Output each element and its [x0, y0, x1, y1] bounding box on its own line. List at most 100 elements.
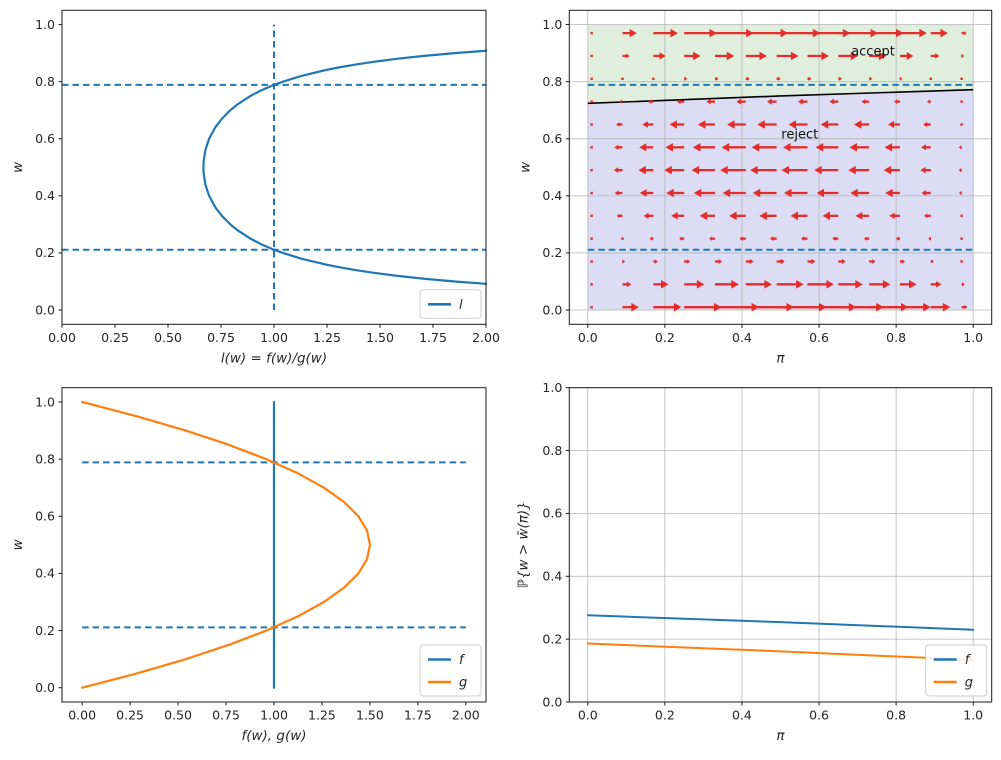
y-tick-label: 0.0	[35, 302, 55, 317]
series-line-g	[81, 400, 372, 689]
quiver-arrow-head	[666, 188, 674, 198]
quiver-arrow-head	[894, 99, 897, 104]
quiver-arrow-head	[696, 280, 705, 289]
y-tick-label: 1.0	[35, 17, 55, 32]
quiver-arrow-head	[673, 302, 682, 312]
legend-box	[925, 644, 988, 697]
quiver-arrow-head	[902, 259, 905, 264]
quiver-arrow-head	[664, 165, 672, 175]
quiver-dot	[929, 77, 933, 81]
quiver-arrow-head	[622, 259, 626, 264]
quiver-arrow-head	[687, 259, 691, 264]
y-tick-label: 0.6	[35, 509, 55, 524]
quiver-arrow-head	[855, 280, 863, 289]
quiver-dot	[590, 214, 593, 218]
quiver-dot	[590, 146, 593, 149]
y-axis-label: w	[10, 161, 26, 173]
x-tick-label: 1.0	[963, 708, 983, 723]
quiver-arrow-head	[964, 304, 968, 310]
y-tick-label: 0.8	[542, 74, 562, 89]
quiver-arrow-head	[655, 259, 658, 264]
quiver-arrow-head	[764, 280, 772, 289]
x-axis-label: π	[776, 350, 785, 366]
quiver-arrow-head	[885, 188, 893, 198]
quiver-dot	[590, 77, 593, 81]
quiver-arrow-head	[780, 258, 785, 265]
y-tick-label: 0.0	[35, 680, 55, 695]
x-axis-label: π	[776, 728, 785, 744]
quiver-arrow-head	[616, 122, 620, 127]
series-line-l	[202, 49, 488, 285]
quiver-arrow-head	[739, 236, 743, 242]
quiver-arrow-head	[928, 236, 932, 241]
quiver-dot	[590, 283, 593, 286]
quiver-dot	[621, 77, 624, 81]
quiver-arrow-head	[699, 211, 708, 221]
x-tick-label: 0.75	[207, 330, 235, 345]
quiver-arrow-head	[797, 98, 803, 105]
x-tick-label: 0.00	[48, 330, 76, 345]
quiver-arrow-head	[788, 120, 797, 129]
quiver-arrow-head	[872, 259, 876, 264]
quiver-dot	[960, 100, 963, 103]
quiver-arrow-head	[790, 211, 799, 221]
x-tick-label: 2.00	[472, 330, 500, 345]
quiver-arrow-head	[638, 165, 646, 175]
quiver-arrow-head	[896, 28, 904, 38]
quiver-arrow-head	[709, 236, 713, 241]
quiver-arrow-head	[850, 188, 858, 198]
y-tick-label: 1.0	[542, 17, 562, 32]
y-axis-label: w	[10, 538, 26, 550]
x-axis-label: l(w) = f(w)/g(w)	[221, 350, 327, 366]
y-axis-label: ℙ{w > w̄(π)}	[515, 501, 531, 588]
quiver-arrow-head	[808, 76, 812, 81]
quiver-arrow-head	[884, 143, 893, 152]
x-tick-label: 1.50	[366, 330, 394, 345]
quiver-arrow-head	[800, 236, 805, 242]
subplot-likelihood-ratio: 0.00 0.25 0.50 0.75 1.00 1.25 1.50 1.75 2.00 0.0 0…	[10, 9, 500, 366]
axes-spines	[568, 9, 993, 325]
quiver-arrow-head	[816, 188, 825, 198]
quiver-arrow-head	[721, 143, 730, 152]
quiver-arrow-head	[752, 188, 761, 198]
quiver-arrow-head	[863, 236, 867, 241]
y-tick-label: 0.8	[35, 451, 55, 466]
quiver-arrow-head	[822, 211, 831, 221]
quiver-arrow-head	[715, 76, 719, 81]
quiver-arrow-head	[935, 53, 940, 59]
legend-label-g: g	[965, 676, 973, 691]
x-tick-label: 1.25	[313, 330, 341, 345]
quiver-arrow-head	[958, 167, 962, 173]
quiver-arrow-head	[642, 121, 648, 128]
y-axis-label: w	[517, 161, 533, 173]
quiver-dot	[960, 214, 963, 218]
quiver-arrow-head	[777, 76, 781, 81]
quiver-arrow-head	[927, 99, 930, 104]
quiver-arrow-head	[614, 144, 619, 151]
quiver-arrow-head	[961, 53, 965, 59]
x-tick-label: 0.0	[578, 708, 598, 723]
quiver-dot	[652, 77, 655, 81]
quiver-dot	[590, 123, 593, 126]
quiver-arrow-head	[626, 281, 632, 288]
reject-region	[587, 89, 974, 311]
series-line-g	[586, 642, 975, 661]
quiver-arrow-head	[665, 143, 673, 152]
quiver-arrow-head	[784, 188, 792, 198]
quiver-arrow-head	[906, 52, 914, 60]
quiver-arrow-head	[869, 76, 873, 81]
x-tick-label: 0.2	[655, 708, 675, 723]
quiver-arrow-head	[895, 236, 899, 241]
x-tick-label: 0.50	[164, 708, 192, 723]
x-tick-label: 1.00	[260, 708, 288, 723]
quiver-dot	[960, 77, 963, 81]
quiver-arrow-head	[720, 165, 728, 175]
quiver-arrow-head	[814, 165, 822, 175]
quiver-arrow-head	[909, 280, 917, 289]
x-tick-label: 1.50	[356, 708, 384, 723]
x-tick-label: 0.2	[655, 330, 675, 345]
y-tick-label: 1.0	[542, 380, 562, 395]
x-axis-label: f(w), g(w)	[241, 728, 306, 744]
y-tick-label: 0.8	[542, 443, 562, 458]
x-tick-label: 0.25	[101, 330, 129, 345]
